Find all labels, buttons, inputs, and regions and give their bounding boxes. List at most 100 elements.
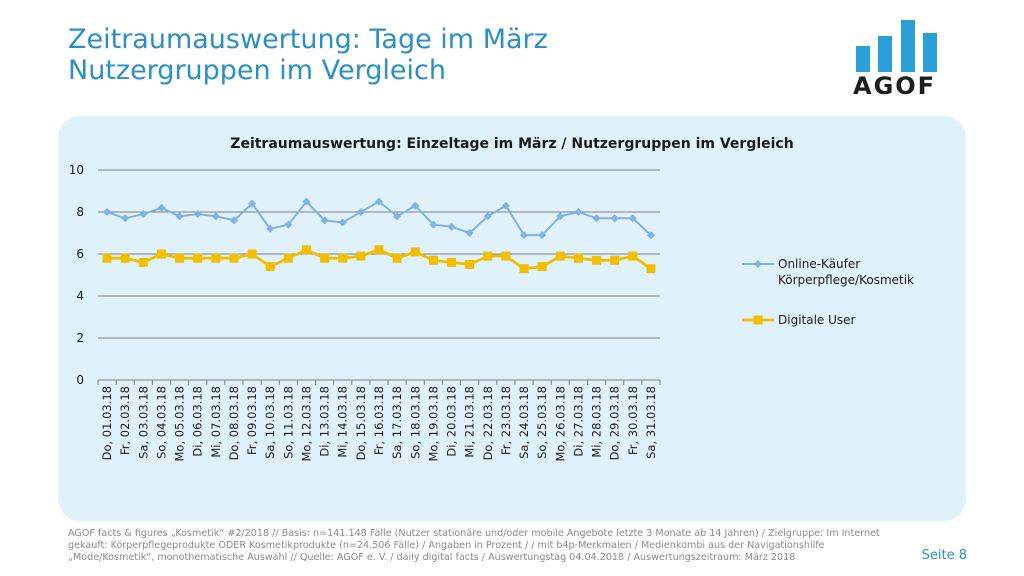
data-point: [483, 212, 492, 221]
x-tick-label: So, 11.03.18: [281, 386, 295, 459]
data-point: [283, 253, 293, 263]
data-point: [592, 255, 602, 265]
x-tick-label: Mi, 28.03.18: [590, 386, 604, 458]
data-point: [320, 253, 330, 263]
data-point: [447, 257, 457, 267]
x-tick-label: Sa, 03.03.18: [136, 386, 150, 459]
x-tick-label: Sa, 10.03.18: [263, 386, 277, 459]
x-tick-label: Mi, 07.03.18: [209, 386, 223, 458]
chart-legend: Online-Käufer Körperpflege/Kosmetik Digita…: [742, 257, 914, 327]
data-point: [247, 249, 257, 259]
data-point: [393, 212, 402, 221]
data-point: [338, 218, 347, 227]
legend-marker: [754, 260, 762, 268]
data-point: [229, 253, 239, 263]
x-tick-label: Fr, 23.03.18: [499, 386, 513, 455]
data-point: [556, 212, 565, 221]
data-point: [121, 214, 130, 223]
x-tick-label: Fr, 16.03.18: [372, 386, 386, 455]
line-chart: Zeitraumauswertung: Einzeltage im März /…: [69, 136, 914, 461]
data-point: [392, 253, 402, 263]
legend-label: Digitale User: [778, 313, 856, 327]
x-tick-label: Di, 06.03.18: [191, 386, 205, 457]
data-point: [265, 262, 275, 272]
x-tick-label: Mi, 21.03.18: [463, 386, 477, 458]
data-point: [465, 260, 475, 269]
data-point: [592, 214, 601, 223]
data-point: [175, 253, 185, 263]
footnote: AGOF facts & figures „Kosmetik“ #2/2018 …: [68, 528, 948, 564]
legend-entry-2: Digitale User: [742, 313, 856, 327]
x-tick-label: Sa, 17.03.18: [390, 386, 404, 459]
data-point: [248, 199, 257, 208]
data-point: [356, 208, 365, 216]
page-title-line-2: Nutzergruppen im Vergleich: [68, 55, 446, 86]
page-title-line-1: Zeitraumauswertung: Tage im März: [68, 24, 548, 55]
data-point: [628, 251, 638, 261]
data-point: [193, 210, 202, 219]
legend-marker: [753, 315, 763, 325]
data-point: [411, 201, 420, 210]
y-tick-label: 6: [76, 247, 84, 261]
data-point: [646, 264, 656, 274]
x-tick-label: So, 04.03.18: [154, 386, 168, 459]
x-tick-label: Do, 15.03.18: [354, 386, 368, 460]
page-title: Zeitraumauswertung: Tage im März Nutzerg…: [68, 24, 548, 86]
footnote-line-1: AGOF facts & figures „Kosmetik“ #2/2018 …: [68, 528, 880, 539]
x-tick-label: Do, 01.03.18: [100, 386, 114, 460]
logo-bar-3: [901, 20, 915, 72]
data-point: [375, 197, 383, 206]
series-2: [102, 245, 656, 274]
series-line: [106, 199, 652, 237]
x-tick-label: Fr, 30.03.18: [626, 386, 640, 455]
chart-panel: [58, 116, 966, 521]
data-point: [428, 255, 438, 265]
y-tick-label: 4: [76, 289, 84, 303]
data-point: [120, 253, 130, 263]
data-point: [610, 255, 620, 265]
data-point: [537, 262, 547, 272]
data-point: [320, 216, 329, 225]
y-tick-label: 10: [69, 163, 84, 177]
legend-entry-1: Online-Käufer Körperpflege/Kosmetik: [742, 257, 914, 287]
data-point: [410, 247, 420, 257]
data-point: [175, 212, 184, 221]
x-tick-label: Do, 29.03.18: [608, 386, 622, 460]
x-tick-label: Mi, 14.03.18: [336, 386, 350, 458]
data-point: [447, 222, 456, 231]
series-1: [103, 197, 655, 240]
legend-label: Online-Käufer: [778, 257, 860, 271]
y-axis-ticks: 0 2 4 6 8 10: [69, 163, 84, 387]
data-point: [374, 245, 384, 255]
data-point: [157, 203, 166, 212]
data-point: [520, 231, 529, 240]
data-point: [229, 216, 238, 225]
x-tick-label: Mo, 12.03.18: [299, 386, 313, 461]
logo-bar-4: [923, 33, 937, 72]
data-point: [573, 253, 583, 263]
x-tick-label: Do, 08.03.18: [227, 386, 241, 460]
agof-logo-text: AGOF: [853, 72, 937, 100]
data-point: [501, 251, 511, 261]
data-point: [356, 251, 366, 261]
footnote-line-2: gekauft: Körperpflegeprodukte ODER Kosme…: [68, 540, 825, 551]
y-tick-label: 0: [76, 373, 84, 387]
data-point: [465, 229, 474, 237]
y-tick-label: 2: [76, 331, 84, 345]
x-tick-label: Fr, 02.03.18: [118, 386, 132, 455]
data-point: [429, 220, 438, 229]
footnote-line-3: „Mode/Kosmetik“, monothematische Auswahl…: [68, 552, 796, 563]
x-tick-label: Mo, 05.03.18: [173, 386, 187, 461]
x-tick-label: So, 25.03.18: [535, 386, 549, 459]
data-point: [338, 253, 348, 263]
data-point: [284, 220, 293, 229]
legend-label: Körperpflege/Kosmetik: [778, 273, 914, 287]
chart-title: Zeitraumauswertung: Einzeltage im März /…: [230, 136, 793, 152]
x-tick-label: So, 18.03.18: [408, 386, 422, 459]
x-tick-label: Do, 22.03.18: [481, 386, 495, 460]
x-tick-label: Di, 27.03.18: [571, 386, 585, 457]
data-point: [538, 231, 547, 240]
data-point: [555, 251, 565, 261]
data-point: [211, 253, 221, 263]
x-tick-label: Mo, 26.03.18: [553, 386, 567, 461]
